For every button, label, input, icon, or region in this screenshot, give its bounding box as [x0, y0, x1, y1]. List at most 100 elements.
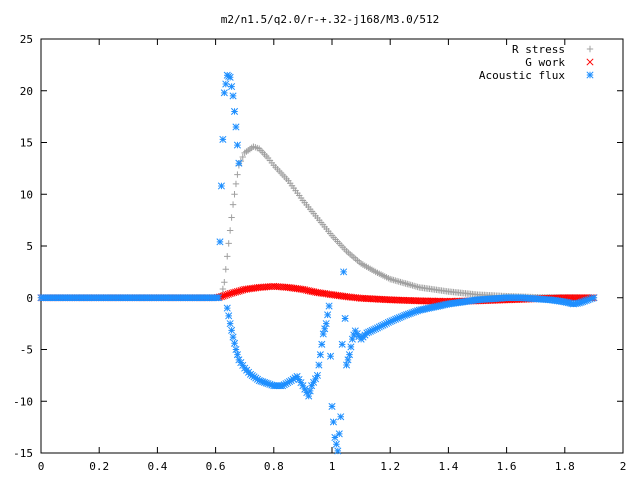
data-point: [301, 385, 309, 393]
data-point: [268, 381, 276, 389]
data-point: [328, 402, 336, 410]
data-point: [424, 297, 432, 305]
data-point: [293, 372, 301, 380]
data-point: [381, 320, 389, 328]
y-tick-label: -15: [13, 447, 33, 460]
y-tick-label: 25: [20, 33, 33, 46]
data-point: [225, 312, 233, 320]
data-point: [319, 330, 327, 338]
data-point: [588, 294, 596, 302]
y-tick-label: 5: [26, 240, 33, 253]
data-point: [306, 387, 314, 395]
data-point: [584, 296, 592, 304]
data-point: [397, 313, 405, 321]
data-point: [347, 343, 355, 351]
data-point: [350, 331, 358, 339]
data-point: [228, 83, 236, 91]
data-point: [408, 309, 416, 317]
data-point: [229, 333, 237, 341]
data-point: [257, 377, 265, 385]
legend-marker: [586, 71, 594, 79]
data-point: [353, 330, 361, 338]
legend-marker: [586, 58, 594, 66]
data-point: [386, 318, 394, 326]
data-point: [326, 352, 335, 360]
data-point: [219, 135, 227, 143]
data-point: [230, 107, 239, 116]
data-point: [262, 379, 270, 387]
data-point: [581, 297, 589, 305]
data-point: [586, 295, 594, 303]
y-tick-label: -10: [13, 395, 33, 408]
data-point: [368, 326, 376, 335]
data-point: [345, 351, 354, 359]
data-point: [351, 327, 359, 335]
data-point: [264, 380, 272, 388]
data-point: [412, 297, 420, 305]
data-point: [321, 325, 329, 333]
data-point: [316, 351, 324, 359]
data-point: [232, 180, 240, 188]
data-point: [401, 311, 409, 319]
data-point: [579, 298, 587, 306]
data-point: [234, 171, 241, 178]
data-point: [348, 335, 356, 343]
data-point: [308, 382, 316, 390]
series-2: [37, 71, 598, 455]
x-tick-label: 0.8: [264, 460, 284, 473]
data-point: [237, 359, 245, 367]
data-point: [223, 304, 231, 312]
data-point: [355, 332, 363, 340]
data-point: [220, 89, 228, 97]
data-point: [235, 356, 243, 364]
x-tick-label: 0.6: [206, 460, 226, 473]
x-tick-label: 0: [38, 460, 45, 473]
data-point: [379, 321, 387, 329]
data-point: [233, 141, 241, 149]
y-tick-label: 10: [20, 188, 33, 201]
data-point: [239, 153, 246, 161]
data-point: [363, 329, 371, 337]
x-tick-label: 2: [620, 460, 627, 473]
data-point: [390, 316, 398, 324]
data-point: [412, 307, 420, 316]
data-point: [232, 123, 240, 131]
data-point: [575, 299, 583, 307]
data-point: [219, 285, 227, 293]
data-point: [392, 315, 400, 323]
data-point: [399, 312, 407, 320]
data-point: [384, 318, 392, 327]
data-point: [340, 268, 348, 276]
chart-title: m2/n1.5/q2.0/r-+.32-j168/M3.0/512: [221, 13, 440, 26]
data-point: [370, 326, 378, 334]
data-point: [334, 447, 342, 455]
data-point: [305, 392, 313, 400]
data-point: [324, 311, 332, 319]
data-point: [415, 297, 423, 305]
data-point: [226, 320, 234, 328]
data-point: [313, 371, 322, 379]
data-point: [239, 361, 247, 369]
data-point: [372, 325, 380, 333]
data-point: [395, 314, 403, 322]
data-point: [280, 381, 288, 389]
data-point: [335, 430, 343, 438]
y-tick-label: -5: [20, 344, 33, 357]
data-point: [228, 214, 235, 221]
data-point: [417, 297, 425, 305]
data-point: [232, 345, 240, 354]
data-point: [582, 296, 590, 304]
data-point: [214, 294, 223, 302]
data-point: [259, 378, 267, 386]
x-tick-label: 0.4: [147, 460, 167, 473]
data-point: [217, 182, 225, 190]
data-point: [342, 361, 351, 369]
data-point: [297, 379, 305, 387]
legend-label: Acoustic flux: [479, 69, 565, 82]
data-point: [260, 378, 269, 386]
data-point: [414, 297, 422, 305]
data-point: [403, 311, 411, 319]
data-point: [422, 297, 430, 305]
data-point: [375, 323, 383, 331]
data-point: [222, 80, 230, 88]
